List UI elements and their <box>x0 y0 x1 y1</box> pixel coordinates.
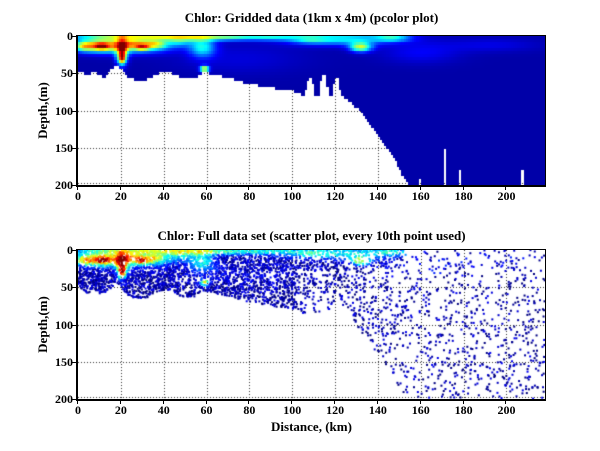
y-tick-label: 50 <box>61 280 73 294</box>
pcolor-title: Chlor: Gridded data (1km x 4m) (pcolor p… <box>184 10 439 25</box>
y-tick-label: 150 <box>55 141 73 155</box>
y-tick-mark <box>72 111 76 112</box>
y-tick-label: 50 <box>61 66 73 80</box>
x-tick-label: 60 <box>200 403 213 417</box>
x-tick-label: 60 <box>200 189 213 203</box>
y-tick-mark <box>72 325 76 326</box>
x-tick-mark <box>163 401 164 404</box>
y-tick-label: 0 <box>67 243 73 257</box>
x-tick-label: 0 <box>75 189 81 203</box>
y-tick-mark <box>72 362 76 363</box>
y-tick-mark <box>72 73 76 74</box>
x-tick-mark <box>334 187 335 190</box>
x-tick-label: 80 <box>243 403 256 417</box>
y-tick-label: 100 <box>55 318 73 332</box>
x-tick-label: 200 <box>497 189 516 203</box>
x-tick-mark <box>248 401 249 404</box>
x-tick-label: 140 <box>368 189 387 203</box>
x-tick-mark <box>463 187 464 190</box>
x-tick-label: 160 <box>411 403 430 417</box>
x-tick-label: 100 <box>283 403 302 417</box>
x-tick-mark <box>248 187 249 190</box>
x-tick-label: 20 <box>114 403 127 417</box>
x-tick-mark <box>334 401 335 404</box>
y-tick-mark <box>72 148 76 149</box>
x-tick-mark <box>420 187 421 190</box>
x-tick-label: 40 <box>157 189 170 203</box>
scatter-plot-canvas <box>76 249 546 401</box>
y-tick-label: 200 <box>55 392 73 406</box>
x-tick-mark <box>377 401 378 404</box>
x-tick-mark <box>120 187 121 190</box>
y-tick-label: 150 <box>55 355 73 369</box>
pcolor-plot-canvas <box>76 35 546 187</box>
x-tick-label: 20 <box>114 189 127 203</box>
y-tick-mark <box>72 185 76 186</box>
x-tick-mark <box>505 187 506 190</box>
x-tick-label: 120 <box>326 189 345 203</box>
x-tick-label: 80 <box>243 189 256 203</box>
x-tick-mark <box>505 401 506 404</box>
x-tick-mark <box>463 401 464 404</box>
x-tick-label: 0 <box>75 403 81 417</box>
y-tick-label: 100 <box>55 104 73 118</box>
x-tick-label: 180 <box>454 403 473 417</box>
x-tick-mark <box>206 187 207 190</box>
x-tick-label: 180 <box>454 189 473 203</box>
x-tick-mark <box>77 187 78 190</box>
y-tick-mark <box>72 250 76 251</box>
y-tick-label: 200 <box>55 178 73 192</box>
x-tick-mark <box>377 187 378 190</box>
y-tick-mark <box>72 36 76 37</box>
scatter-xlabel: Distance, (km) <box>271 419 352 434</box>
x-tick-label: 160 <box>411 189 430 203</box>
scatter-title: Chlor: Full data set (scatter plot, ever… <box>157 228 466 243</box>
x-tick-mark <box>206 401 207 404</box>
y-tick-mark <box>72 399 76 400</box>
x-tick-label: 40 <box>157 403 170 417</box>
x-tick-label: 100 <box>283 189 302 203</box>
y-tick-label: 0 <box>67 29 73 43</box>
x-tick-mark <box>291 401 292 404</box>
x-tick-mark <box>163 187 164 190</box>
x-tick-label: 140 <box>368 403 387 417</box>
x-tick-mark <box>77 401 78 404</box>
x-tick-mark <box>420 401 421 404</box>
x-tick-mark <box>120 401 121 404</box>
x-tick-mark <box>291 187 292 190</box>
x-tick-label: 200 <box>497 403 516 417</box>
x-tick-label: 120 <box>326 403 345 417</box>
y-tick-mark <box>72 287 76 288</box>
